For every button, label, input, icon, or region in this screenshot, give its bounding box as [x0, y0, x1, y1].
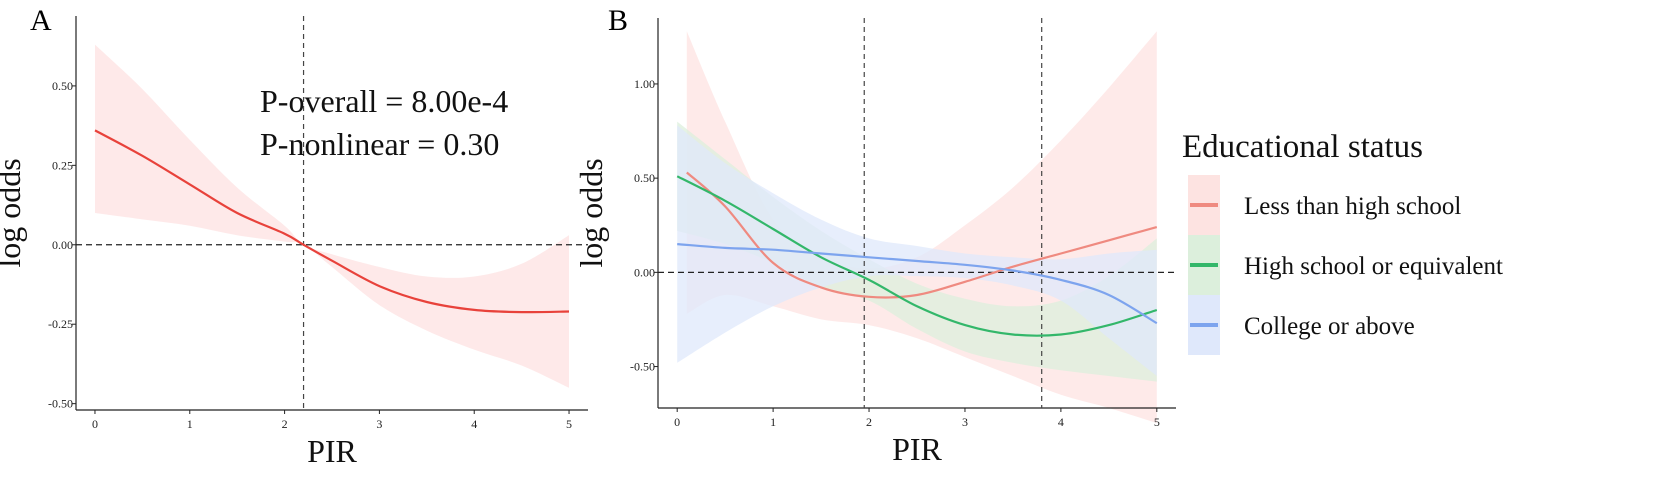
x-tick-label: 4	[1058, 415, 1064, 429]
annotation-text-2: P-nonlinear = 0.30	[260, 126, 499, 162]
panel-a-label: A	[30, 4, 52, 37]
x-tick-label: 0	[92, 417, 98, 431]
annotation-text-1: P-overall = 8.00e-4	[260, 83, 508, 119]
y-tick-label: 0.50	[52, 79, 73, 93]
x-tick-label: 3	[962, 415, 968, 429]
legend-label-2: High school or equivalent	[1244, 253, 1503, 280]
x-tick-label: 5	[566, 417, 572, 431]
panel-a: 0 1 2 3 4 5 -0.50 -0.25 0.00 0.25 0.50 PIR log odds P…	[0, 16, 588, 469]
x-tick-label: 3	[376, 417, 382, 431]
series-line-1	[94, 129, 570, 314]
y-tick-label: 1.00	[634, 77, 655, 91]
legend-title: Educational status	[1182, 129, 1423, 165]
x-tick-label: 1	[770, 415, 776, 429]
legend-label-3: College or above	[1244, 313, 1415, 340]
legend-label-1: Less than high school	[1244, 193, 1461, 220]
ci-band-2	[677, 121, 1157, 382]
y-axis-title: log odds	[573, 158, 609, 267]
panel-b-label: B	[608, 4, 628, 37]
y-tick-label: -0.25	[48, 317, 73, 331]
x-tick-label: 5	[1154, 415, 1160, 429]
series-line-3	[677, 243, 1158, 325]
ci-band-1	[95, 44, 569, 388]
x-axis-title: PIR	[307, 433, 357, 469]
y-tick-label: 0.00	[634, 265, 655, 279]
panel-b: 0 1 2 3 4 5 -0.50 0.00 0.50 1.00 PIR log odds	[573, 18, 1176, 467]
x-tick-label: 1	[187, 417, 193, 431]
series-line-1	[686, 171, 1158, 299]
ci-band-3	[677, 125, 1157, 377]
y-tick-label: 0.00	[52, 238, 73, 252]
legend: Educational status Less than high school H…	[1182, 129, 1503, 355]
series-line-2	[676, 175, 1158, 337]
y-tick-label: -0.50	[630, 360, 655, 374]
y-tick-label: -0.50	[48, 397, 73, 411]
x-axis-title: PIR	[892, 431, 942, 467]
y-tick-label: 0.25	[52, 158, 73, 172]
x-tick-label: 0	[674, 415, 680, 429]
x-tick-label: 2	[282, 417, 288, 431]
y-axis-title: log odds	[0, 158, 27, 267]
x-tick-label: 4	[471, 417, 477, 431]
x-tick-label: 2	[866, 415, 872, 429]
y-tick-label: 0.50	[634, 171, 655, 185]
